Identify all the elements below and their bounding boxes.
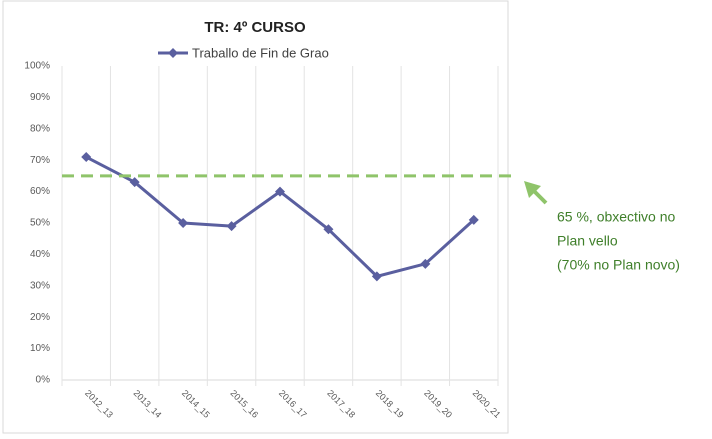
legend-marker (168, 48, 178, 58)
arrow-head (524, 181, 541, 198)
y-tick-label: 50% (30, 218, 50, 229)
y-tick-label: 90% (30, 92, 50, 103)
y-tick-label: 30% (30, 280, 50, 291)
annotation: (70% no Plan novo) (557, 257, 680, 273)
marker (275, 186, 285, 197)
marker (468, 214, 479, 225)
marker (323, 224, 334, 235)
marker (81, 152, 92, 163)
y-tick-label: 60% (30, 186, 50, 197)
y-tick-label: 100% (24, 61, 50, 72)
y-tick-label: 40% (30, 249, 50, 260)
y-tick-label: 70% (30, 155, 50, 166)
y-tick-label: 20% (30, 312, 50, 323)
marker (371, 271, 382, 282)
y-tick-label: 10% (30, 343, 50, 354)
legend-label: Traballo de Fin de Grao (192, 45, 329, 60)
marker (420, 258, 431, 269)
chart-title: TR: 4º CURSO (204, 19, 306, 36)
y-tick-label: 80% (30, 123, 50, 134)
y-tick-label: 0% (36, 375, 51, 386)
annotation: 65 %, obxectivo no (557, 209, 676, 225)
marker (178, 218, 189, 228)
marker (129, 177, 140, 188)
marker (226, 221, 237, 232)
annotation: Plan vello (557, 233, 618, 249)
arrow (531, 188, 548, 205)
